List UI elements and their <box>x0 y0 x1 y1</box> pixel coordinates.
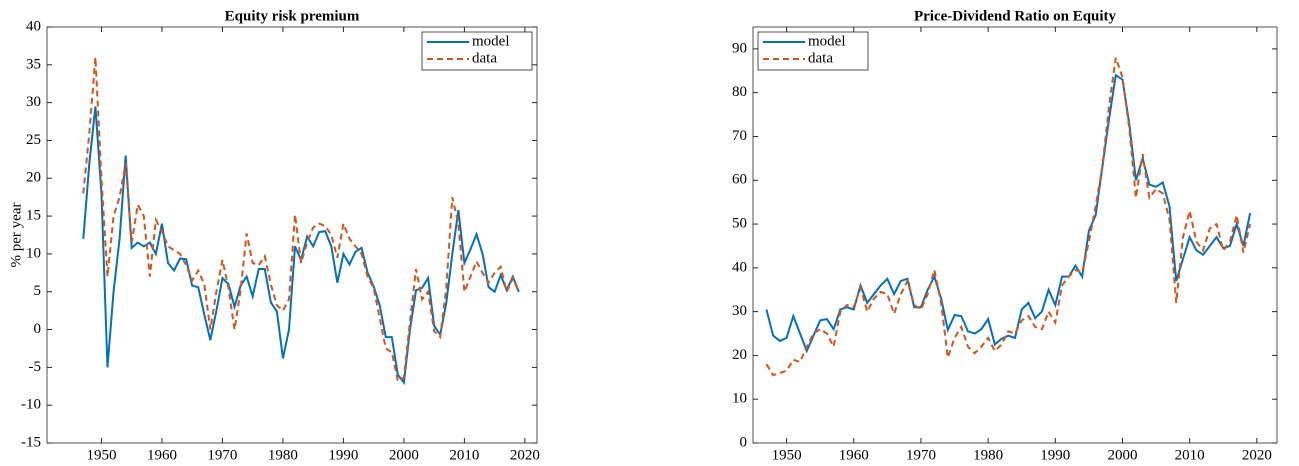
y-tick-label: 35 <box>26 56 41 72</box>
y-tick-label: 70 <box>732 128 747 144</box>
y-tick-label: 5 <box>34 283 42 299</box>
legend-label: model <box>808 33 846 49</box>
y-tick-label: -10 <box>21 397 41 413</box>
y-tick-label: 0 <box>34 321 42 337</box>
legend <box>757 31 869 71</box>
legend-label: model <box>472 33 510 49</box>
x-tick-label: 1950 <box>86 447 116 463</box>
y-tick-label: 0 <box>740 434 748 450</box>
y-tick-label: 10 <box>732 391 747 407</box>
y-tick-label: 80 <box>732 84 747 100</box>
y-tick-label: 40 <box>26 18 41 34</box>
legend <box>421 31 533 71</box>
x-tick-label: 1990 <box>1040 447 1070 463</box>
x-tick-label: 1960 <box>839 447 869 463</box>
plot-area <box>752 26 1278 444</box>
x-tick-label: 2010 <box>449 447 479 463</box>
x-tick-label: 1950 <box>772 447 802 463</box>
x-tick-label: 1980 <box>268 447 298 463</box>
x-tick-label: 2010 <box>1175 447 1205 463</box>
y-tick-label: 40 <box>732 259 747 275</box>
x-tick-label: 1970 <box>906 447 936 463</box>
y-tick-label: 30 <box>732 303 747 319</box>
x-tick-label: 2020 <box>510 447 540 463</box>
y-tick-label: 20 <box>732 347 747 363</box>
x-tick-label: 2000 <box>389 447 419 463</box>
y-tick-label: 60 <box>732 172 747 188</box>
y-tick-label: 50 <box>732 215 747 231</box>
chart-title: Price-Dividend Ratio on Equity <box>914 8 1117 24</box>
x-tick-label: 2000 <box>1107 447 1137 463</box>
y-tick-label: 30 <box>26 94 41 110</box>
y-tick-label: 15 <box>26 208 41 224</box>
x-tick-label: 1970 <box>207 447 237 463</box>
series-line <box>82 57 520 383</box>
legend-label: data <box>808 50 833 66</box>
y-tick-label: -5 <box>29 359 42 375</box>
x-tick-label: 1990 <box>328 447 358 463</box>
x-tick-label: 1980 <box>973 447 1003 463</box>
y-tick-label: 90 <box>732 40 747 56</box>
series-line <box>765 57 1252 377</box>
y-tick-label: 25 <box>26 132 41 148</box>
legend-label: data <box>472 50 497 66</box>
x-tick-label: 1960 <box>147 447 177 463</box>
series-line <box>765 73 1252 354</box>
y-tick-label: 20 <box>26 170 41 186</box>
y-tick-label: -15 <box>21 434 41 450</box>
y-tick-label: 10 <box>26 245 41 261</box>
chart-title: Equity risk premium <box>225 8 360 24</box>
x-tick-label: 2020 <box>1242 447 1272 463</box>
y-axis-label: % per year <box>8 203 24 268</box>
